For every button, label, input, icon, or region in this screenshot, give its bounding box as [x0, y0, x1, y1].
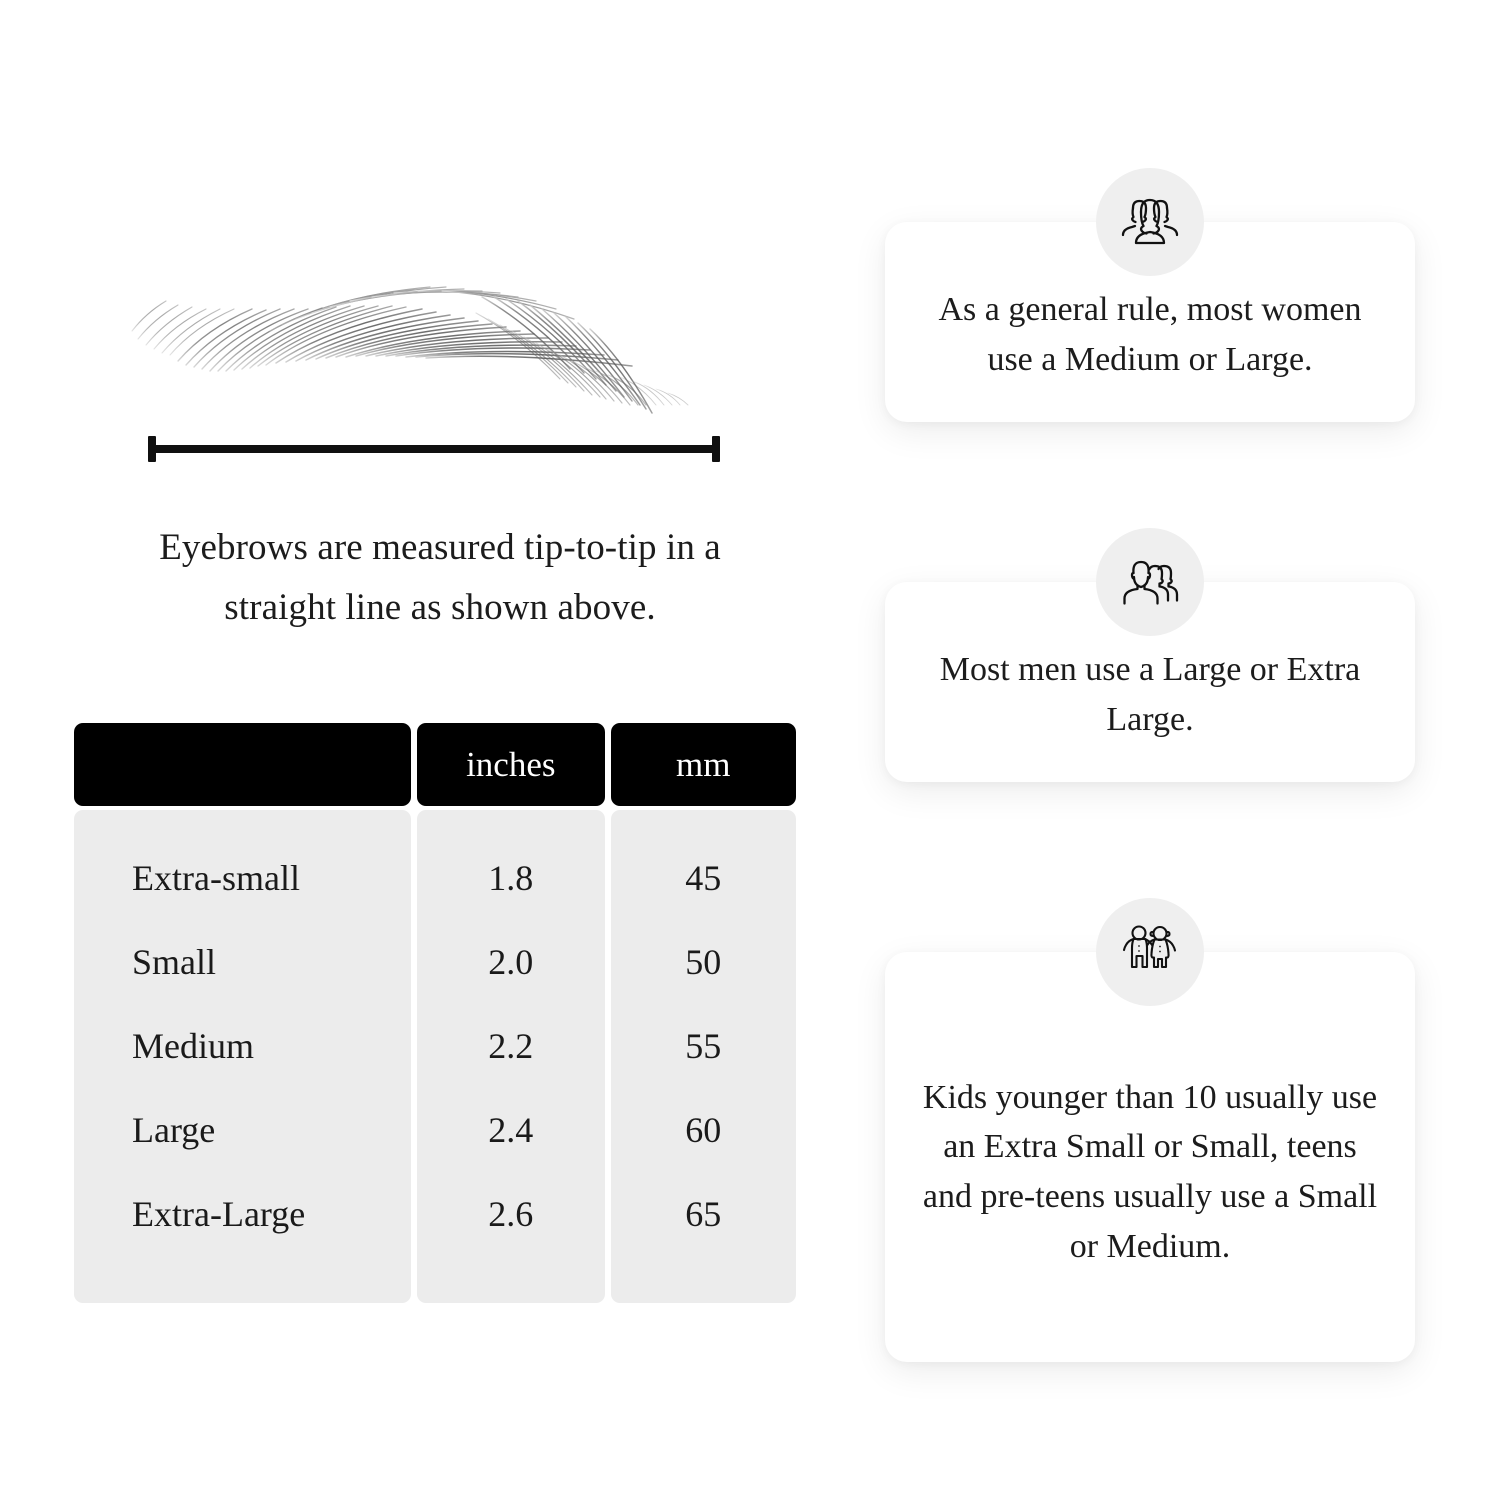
table-row: 1.8: [488, 858, 534, 898]
table-row: 2.4: [488, 1110, 534, 1150]
table-header-inches: inches: [417, 723, 605, 806]
table-body-inches: 1.8 2.0 2.2 2.4 2.6: [417, 810, 605, 1303]
table-row: 60: [685, 1110, 722, 1150]
card-text-women: As a general rule, most women use a Medi…: [938, 291, 1362, 378]
left-column: Eyebrows are measured tip-to-tip in a st…: [74, 235, 796, 1303]
card-text-kids: Kids younger than 10 usually use an Extr…: [922, 1078, 1378, 1265]
card-body: Most men use a Large or Extra Large.: [885, 582, 1415, 782]
table-row: 45: [685, 858, 722, 898]
table-row: Large: [132, 1110, 216, 1150]
table-row: 55: [685, 1026, 722, 1066]
table-row: 2.6: [488, 1194, 534, 1234]
table-row: 2.0: [488, 942, 534, 982]
group-of-men-icon: [1096, 528, 1204, 636]
table-row: 65: [685, 1194, 722, 1234]
right-column: As a general rule, most women use a Medi…: [840, 0, 1500, 1500]
table-row: Extra-Large: [132, 1194, 306, 1234]
table-column-mm: mm 45 50 55 60 65: [610, 723, 796, 1303]
card-text-men: Most men use a Large or Extra Large.: [939, 651, 1361, 738]
table-column-inches: inches 1.8 2.0 2.2 2.4 2.6: [417, 723, 605, 1303]
measurement-caption: Eyebrows are measured tip-to-tip in a st…: [159, 527, 721, 628]
table-row: 50: [685, 942, 722, 982]
measurement-caliper-line: [148, 432, 720, 466]
table-body-size: Extra-small Small Medium Large Extra-Lar…: [74, 810, 412, 1303]
table-header-size: [74, 723, 412, 806]
eyebrow-illustration: [120, 235, 760, 420]
two-children-icon: [1096, 898, 1204, 1006]
group-of-women-icon: [1096, 168, 1204, 276]
table-row: Medium: [132, 1026, 254, 1066]
card-body: Kids younger than 10 usually use an Extr…: [885, 952, 1415, 1362]
table-column-size: Extra-small Small Medium Large Extra-Lar…: [74, 723, 412, 1303]
table-row: 2.2: [488, 1026, 534, 1066]
size-chart-table: Extra-small Small Medium Large Extra-Lar…: [74, 723, 796, 1303]
table-row: Extra-small: [132, 858, 300, 898]
table-row: Small: [132, 942, 217, 982]
table-body-mm: 45 50 55 60 65: [610, 810, 796, 1303]
table-header-mm: mm: [610, 723, 796, 806]
